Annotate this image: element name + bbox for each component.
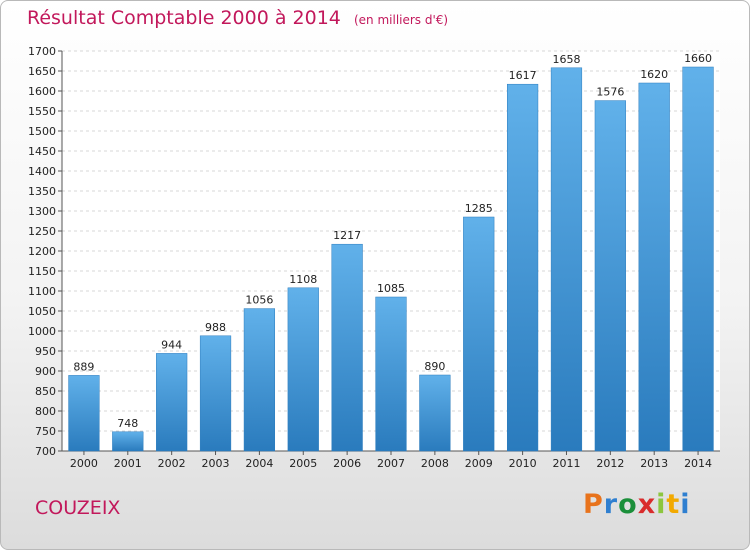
y-tick-label: 1300 <box>28 205 56 218</box>
y-tick-label: 1600 <box>28 85 56 98</box>
logo-letter: o <box>618 489 638 520</box>
chart-title-row: Résultat Comptable 2000 à 2014 (en milli… <box>27 7 448 29</box>
logo-letter: i <box>680 489 691 520</box>
bar <box>375 296 407 452</box>
data-label: 1217 <box>333 229 361 242</box>
bar <box>682 66 714 452</box>
data-label: 1660 <box>684 52 712 65</box>
bar <box>112 431 144 452</box>
logo-letter: t <box>666 489 681 520</box>
x-tick-label: 2001 <box>114 457 142 470</box>
x-tick-label: 2006 <box>333 457 361 470</box>
data-label: 890 <box>424 360 445 373</box>
y-tick-label: 1050 <box>28 305 56 318</box>
y-tick-label: 850 <box>35 385 56 398</box>
x-tick-label: 2014 <box>684 457 712 470</box>
y-tick-label: 950 <box>35 345 56 358</box>
data-label: 748 <box>117 417 138 430</box>
data-label: 944 <box>161 338 182 351</box>
y-tick-label: 1000 <box>28 325 56 338</box>
data-label: 988 <box>205 321 226 334</box>
y-tick-label: 800 <box>35 405 56 418</box>
bar <box>638 82 670 452</box>
logo-letter: x <box>637 489 657 520</box>
data-label: 1108 <box>289 273 317 286</box>
data-label: 1620 <box>640 68 668 81</box>
bar <box>68 375 100 452</box>
chart-title: Résultat Comptable 2000 à 2014 <box>27 7 341 29</box>
bar <box>243 308 276 452</box>
x-tick-label: 2009 <box>465 457 493 470</box>
y-tick-label: 900 <box>35 365 56 378</box>
y-tick-label: 1650 <box>28 65 56 78</box>
data-label: 1285 <box>465 202 493 215</box>
data-label: 1576 <box>596 86 624 99</box>
logo-letter: i <box>656 489 667 520</box>
logo-letter: r <box>603 489 619 520</box>
chart-subtitle: (en milliers d'€) <box>353 13 449 27</box>
x-tick-label: 2000 <box>70 457 98 470</box>
y-tick-label: 1200 <box>28 245 56 258</box>
x-tick-label: 2011 <box>552 457 580 470</box>
y-tick-label: 1700 <box>28 45 56 58</box>
data-label: 1617 <box>509 69 537 82</box>
x-tick-label: 2002 <box>158 457 186 470</box>
x-tick-label: 2013 <box>640 457 668 470</box>
proxiti-logo: Proxiti <box>583 489 691 520</box>
y-tick-label: 1150 <box>28 265 56 278</box>
y-tick-label: 1400 <box>28 165 56 178</box>
bar <box>331 243 363 452</box>
x-tick-label: 2012 <box>596 457 624 470</box>
y-tick-label: 1550 <box>28 105 56 118</box>
data-label: 1658 <box>552 53 580 66</box>
data-label: 1085 <box>377 282 405 295</box>
x-tick-label: 2010 <box>509 457 537 470</box>
y-tick-label: 1250 <box>28 225 56 238</box>
bar <box>287 287 319 452</box>
x-tick-label: 2003 <box>202 457 230 470</box>
y-tick-label: 700 <box>35 445 56 458</box>
y-tick-label: 1500 <box>28 125 56 138</box>
bar <box>199 335 232 452</box>
y-tick-label: 750 <box>35 425 56 438</box>
data-label: 889 <box>73 360 94 373</box>
bar <box>419 374 451 452</box>
x-tick-label: 2008 <box>421 457 449 470</box>
bar <box>506 83 539 452</box>
x-tick-label: 2004 <box>245 457 273 470</box>
commune-name: COUZEIX <box>35 497 121 519</box>
y-tick-label: 1100 <box>28 285 56 298</box>
bar <box>594 100 626 452</box>
bar <box>156 353 188 452</box>
bar <box>550 67 583 452</box>
data-label: 1056 <box>245 294 273 307</box>
x-tick-label: 2005 <box>289 457 317 470</box>
logo-letter: P <box>583 489 604 520</box>
y-tick-label: 1450 <box>28 145 56 158</box>
x-tick-label: 2007 <box>377 457 405 470</box>
y-tick-label: 1350 <box>28 185 56 198</box>
bar <box>463 216 495 452</box>
